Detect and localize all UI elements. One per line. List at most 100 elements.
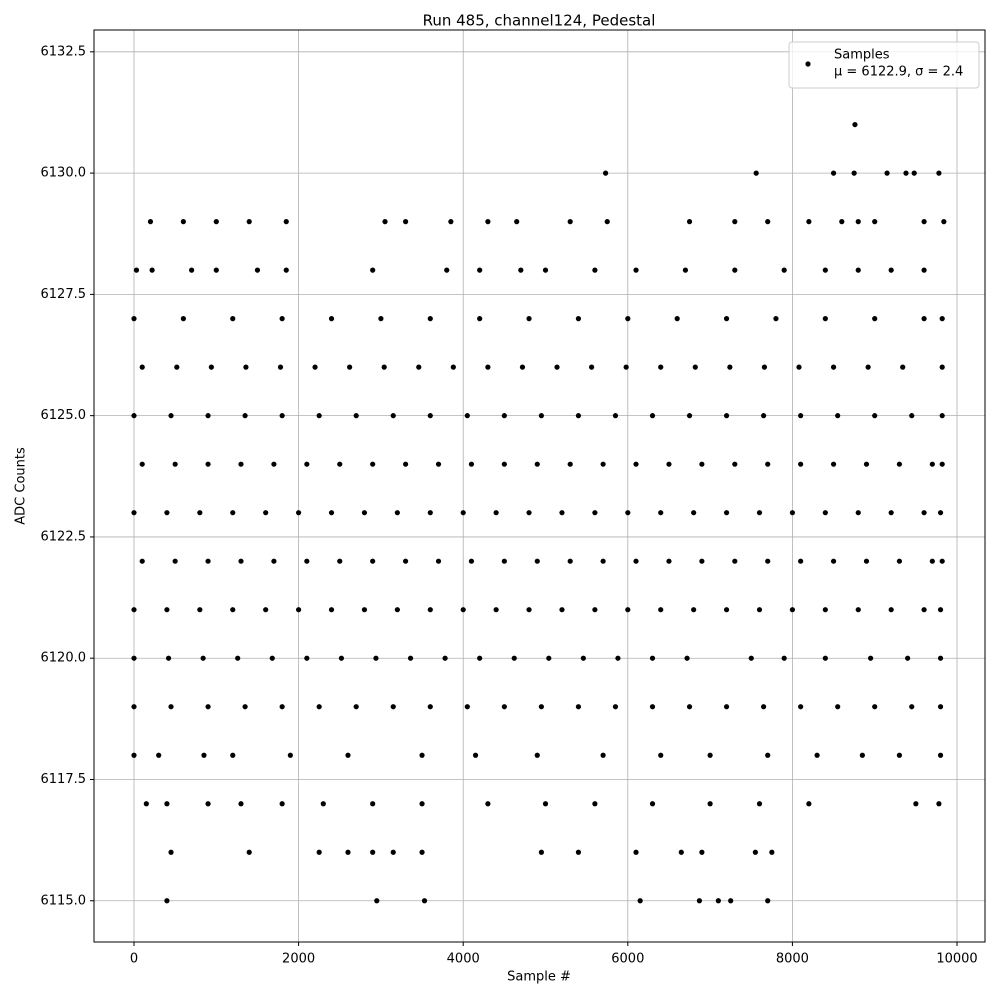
data-point [526, 607, 532, 613]
x-tick-label: 8000 [776, 952, 809, 967]
data-point [575, 316, 582, 322]
data-point [511, 655, 517, 661]
data-point [378, 316, 384, 322]
data-point [538, 704, 544, 710]
data-point [238, 461, 244, 467]
data-point [604, 219, 610, 225]
data-point [773, 316, 779, 322]
data-point [884, 170, 890, 176]
data-point [468, 558, 475, 564]
legend-marker [805, 61, 811, 67]
data-point [835, 704, 841, 710]
data-point [450, 364, 456, 370]
data-point [752, 849, 758, 855]
data-point [304, 461, 310, 467]
data-point [633, 849, 639, 855]
data-point [765, 898, 771, 904]
data-point [625, 316, 631, 322]
data-point [172, 558, 178, 564]
data-point [851, 170, 857, 176]
data-point [921, 316, 927, 322]
data-point [501, 413, 507, 419]
data-point [131, 316, 137, 322]
data-point [208, 364, 214, 370]
data-point [407, 655, 414, 661]
data-point [164, 607, 170, 613]
data-point [872, 219, 878, 225]
data-point [888, 607, 894, 613]
data-point [822, 607, 828, 613]
data-point [328, 316, 335, 322]
data-point [519, 364, 526, 370]
data-point [625, 607, 631, 613]
data-point [390, 704, 396, 710]
data-point [296, 510, 302, 516]
x-tick-label: 0 [130, 952, 138, 967]
data-point [460, 607, 466, 613]
data-point [164, 801, 170, 807]
data-point [493, 510, 499, 516]
data-point [370, 558, 376, 564]
data-point [691, 607, 697, 613]
data-point [863, 558, 870, 564]
data-point [518, 267, 524, 273]
data-point [427, 510, 433, 516]
data-point [164, 510, 170, 516]
data-point [283, 267, 289, 273]
data-point [538, 849, 544, 855]
data-point [830, 170, 837, 176]
data-point [732, 267, 738, 273]
data-point [789, 607, 796, 613]
data-point [277, 364, 284, 370]
data-point [896, 558, 903, 564]
data-point [798, 413, 804, 419]
data-point [723, 704, 730, 710]
data-point [699, 461, 705, 467]
data-point [913, 801, 919, 807]
data-point [542, 267, 549, 273]
data-point [381, 364, 387, 370]
data-point [464, 413, 470, 419]
data-point [337, 558, 343, 564]
data-point [691, 510, 697, 516]
data-point [896, 461, 903, 467]
data-point [370, 267, 376, 273]
data-point [723, 316, 730, 322]
data-point [427, 316, 433, 322]
data-point [353, 413, 359, 419]
data-point [477, 316, 483, 322]
data-point [600, 461, 606, 467]
data-point [156, 752, 162, 758]
data-point [534, 461, 540, 467]
data-point [131, 413, 137, 419]
data-point [230, 607, 236, 613]
data-point [909, 413, 915, 419]
data-point [929, 461, 935, 467]
data-point [238, 558, 244, 564]
legend-box [788, 41, 980, 89]
data-point [485, 219, 491, 225]
data-point [580, 655, 586, 661]
data-point [696, 898, 703, 904]
data-point [304, 655, 310, 661]
data-point [575, 704, 582, 710]
data-point [872, 704, 878, 710]
data-point [686, 219, 693, 225]
data-point [765, 558, 771, 564]
data-point [501, 461, 507, 467]
y-tick-label: 6115.0 [41, 893, 87, 908]
data-point [937, 655, 944, 661]
y-tick-label: 6132.5 [41, 44, 87, 59]
data-point [402, 461, 409, 467]
data-point [328, 607, 335, 613]
data-point [205, 461, 211, 467]
data-point [888, 267, 894, 273]
data-point [464, 704, 470, 710]
data-point [419, 849, 425, 855]
data-point [390, 413, 396, 419]
data-point [312, 364, 318, 370]
data-point [164, 898, 170, 904]
data-point [658, 510, 664, 516]
data-point [230, 316, 236, 322]
x-tick-label: 4000 [447, 952, 480, 967]
